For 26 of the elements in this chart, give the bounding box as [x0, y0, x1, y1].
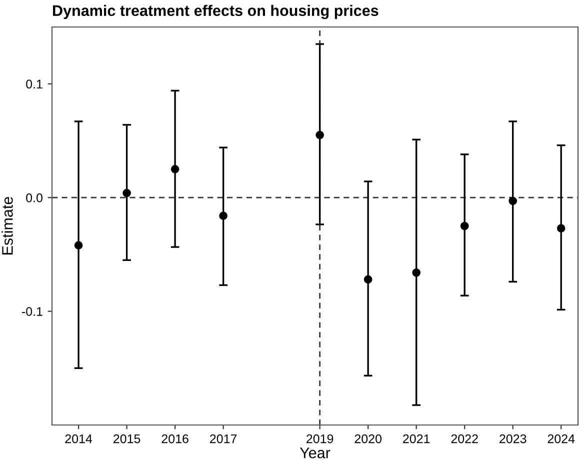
y-tick-label: 0.1 [26, 80, 42, 89]
point [508, 196, 518, 206]
x-tick-label: 2021 [403, 434, 430, 444]
x-axis-title: Year [300, 448, 330, 458]
x-tick-label: 2019 [306, 434, 334, 444]
point [364, 275, 372, 284]
x-tick-label: 2023 [500, 434, 526, 444]
point [219, 212, 228, 220]
y-tick-label: -0.1 [22, 307, 42, 316]
x-tick-label: 2022 [451, 434, 478, 444]
point [122, 188, 131, 198]
x-tick-label: 2014 [65, 434, 92, 444]
y-tick-label: 0.0 [26, 193, 42, 202]
y-axis-title: Estimate [2, 196, 13, 254]
x-tick-label: 2024 [548, 434, 575, 444]
point [170, 164, 180, 174]
x-tick-label: 2015 [114, 434, 140, 444]
x-tick-label: 2020 [354, 434, 382, 444]
point [74, 241, 83, 250]
point [556, 224, 566, 232]
x-tick-label: 2017 [210, 434, 237, 444]
x-tick-label: 2016 [162, 434, 188, 444]
point [316, 130, 324, 140]
point [460, 222, 469, 230]
chart-title: Dynamic treatment effects on housing prices [53, 4, 378, 20]
point [412, 268, 421, 277]
